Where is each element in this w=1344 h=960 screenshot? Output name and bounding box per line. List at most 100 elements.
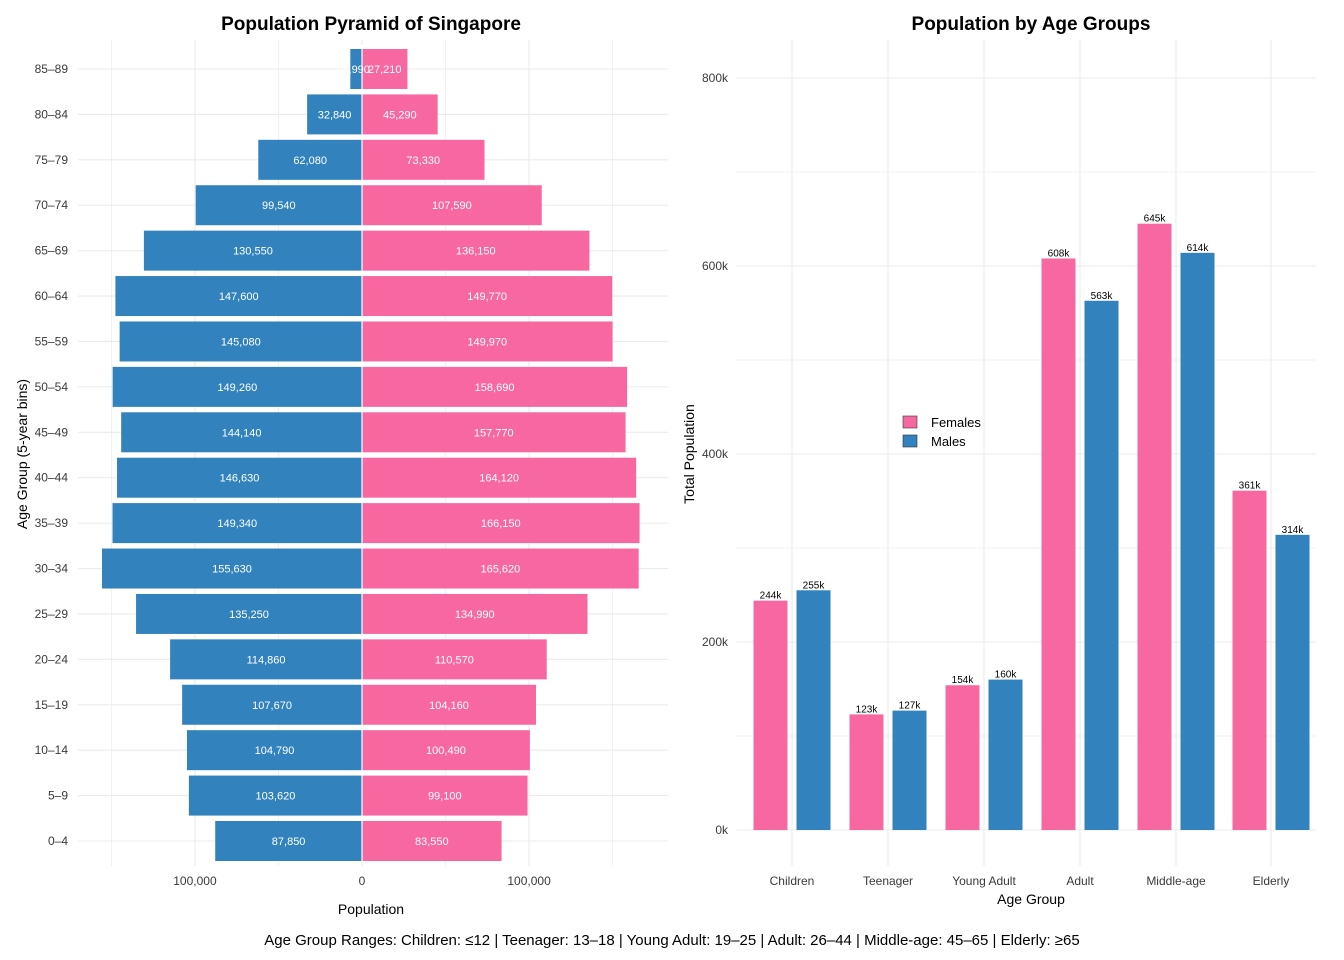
pyramid-bar-female — [362, 684, 537, 725]
pyramid-bar-female — [362, 230, 590, 271]
pyramid-bar-female — [362, 593, 588, 634]
pyramid-female-value-label: 100,490 — [426, 745, 466, 757]
pyramid-bar-female — [362, 457, 637, 498]
pyramid-bar-male — [102, 548, 362, 589]
pyramid-female-value-label: 149,970 — [467, 336, 507, 348]
pyramid-female-value-label: 149,770 — [467, 291, 507, 303]
groups-y-tick-label: 0k — [715, 823, 729, 837]
groups-y-axis-title: Total Population — [681, 404, 697, 504]
pyramid-y-tick-label: 30–34 — [35, 562, 69, 576]
pyramid-female-value-label: 164,120 — [479, 473, 519, 485]
pyramid-female-value-label: 83,550 — [415, 836, 449, 848]
groups-male-value-label: 314k — [1282, 525, 1305, 536]
pyramid-bar-female — [362, 639, 547, 680]
pyramid-bar-female — [362, 548, 639, 589]
groups-x-tick-label: Middle-age — [1146, 874, 1206, 888]
groups-female-value-label: 608k — [1048, 248, 1071, 259]
pyramid-y-tick-label: 0–4 — [48, 834, 68, 848]
pyramid-female-value-label: 73,330 — [406, 155, 440, 167]
pyramid-male-value-label: 99,540 — [262, 200, 296, 212]
pyramid-female-value-label: 157,770 — [474, 427, 514, 439]
pyramid-x-tick-label: 100,000 — [173, 874, 217, 888]
pyramid-y-tick-label: 40–44 — [35, 471, 69, 485]
groups-x-tick-label: Young Adult — [952, 874, 1016, 888]
groups-y-tick-labels: 0k 200k 400k 600k 800k — [702, 71, 729, 837]
groups-female-value-label: 361k — [1239, 481, 1262, 492]
pyramid-female-value-label: 158,690 — [475, 382, 515, 394]
groups-x-tick-label: Elderly — [1253, 874, 1290, 888]
pyramid-bar-male — [350, 49, 362, 89]
pyramid-male-value-label: 114,860 — [247, 654, 286, 666]
pyramid-bar-male — [186, 730, 362, 771]
groups-x-tick-labels: Children Teenager Young Adult Adult Middle-a… — [770, 874, 1290, 888]
pyramid-y-tick-label: 45–49 — [35, 425, 69, 439]
pyramid-female-value-label: 165,620 — [480, 564, 520, 576]
pyramid-y-tick-label: 55–59 — [35, 334, 69, 348]
groups-bar-male — [796, 590, 831, 830]
pyramid-x-tick-label: 0 — [359, 874, 366, 888]
pyramid-y-axis-title: Age Group (5-year bins) — [14, 379, 30, 529]
groups-x-tick-label: Adult — [1066, 874, 1094, 888]
groups-bar-male — [1084, 300, 1119, 830]
pyramid-y-tick-label: 85–89 — [35, 62, 69, 76]
groups-male-value-label: 127k — [899, 701, 922, 712]
pyramid-y-tick-label: 25–29 — [35, 607, 69, 621]
groups-x-tick-label: Children — [770, 874, 815, 888]
legend-swatch — [902, 415, 918, 429]
groups-bar-female — [1232, 490, 1267, 830]
groups-bar-female — [753, 600, 788, 830]
pyramid-bar-female — [362, 730, 530, 771]
pyramid-bar-male — [143, 230, 362, 271]
groups-bar-male — [892, 710, 927, 830]
pyramid-male-value-label: 144,140 — [222, 427, 262, 439]
pyramid-x-tick-labels: 100,000 0 100,000 — [173, 874, 551, 888]
pyramid-bar-male — [136, 593, 362, 634]
pyramid-y-tick-label: 80–84 — [35, 107, 69, 121]
pyramid-bar-male — [170, 639, 362, 680]
pyramid-y-tick-label: 35–39 — [35, 516, 69, 530]
groups-female-value-label: 645k — [1144, 214, 1167, 225]
pyramid-female-value-label: 107,590 — [432, 200, 472, 212]
pyramid-y-tick-label: 15–19 — [35, 698, 69, 712]
groups-x-axis-title: Age Group — [997, 891, 1065, 907]
groups-title: Population by Age Groups — [912, 14, 1151, 35]
groups-gridlines — [736, 40, 1316, 866]
pyramid-y-tick-label: 65–69 — [35, 244, 69, 258]
pyramid-male-value-label: 149,260 — [217, 382, 257, 394]
groups-bar-male — [1180, 252, 1215, 831]
pyramid-female-value-label: 104,160 — [429, 700, 469, 712]
pyramid-bars: 87,850 83,550 103,620 99,100 104,790 100,490 1… — [102, 45, 640, 862]
groups-female-value-label: 244k — [760, 591, 783, 602]
pyramid-y-tick-label: 20–24 — [35, 652, 69, 666]
pyramid-bar-female — [362, 49, 408, 89]
pyramid-bar-male — [121, 412, 362, 453]
groups-male-value-label: 563k — [1091, 291, 1114, 302]
pyramid-male-value-label: 155,630 — [212, 564, 252, 576]
pyramid-bar-female — [362, 366, 628, 407]
legend-label: Males — [931, 434, 966, 449]
pyramid-male-value-label: 32,840 — [318, 109, 352, 121]
groups-y-tick-label: 400k — [702, 447, 729, 461]
pyramid-male-value-label: 146,630 — [220, 473, 260, 485]
pyramid-female-value-label: 27,210 — [368, 64, 402, 76]
pyramid-bar-male — [115, 276, 362, 317]
pyramid-bar-female — [362, 775, 528, 816]
pyramid-male-value-label: 130,550 — [233, 246, 273, 258]
groups-male-value-label: 160k — [995, 670, 1018, 681]
groups-bar-male — [988, 679, 1023, 830]
pyramid-male-value-label: 149,340 — [217, 518, 257, 530]
pyramid-bar-male — [195, 185, 362, 226]
pyramid-bar-male — [119, 321, 362, 362]
pyramid-y-tick-label: 5–9 — [48, 789, 68, 803]
groups-bar-male — [1275, 534, 1310, 830]
pyramid-bar-female — [362, 139, 485, 180]
pyramid-bar-male — [307, 94, 362, 135]
pyramid-bar-female — [362, 321, 613, 362]
pyramid-male-value-label: 6,990 — [342, 64, 370, 76]
groups-female-value-label: 154k — [952, 675, 975, 686]
groups-y-tick-label: 800k — [702, 71, 729, 85]
pyramid-male-value-label: 107,670 — [252, 700, 292, 712]
groups-bar-female — [849, 714, 884, 830]
pyramid-female-value-label: 134,990 — [455, 609, 495, 621]
pyramid-female-value-label: 166,150 — [481, 518, 521, 530]
